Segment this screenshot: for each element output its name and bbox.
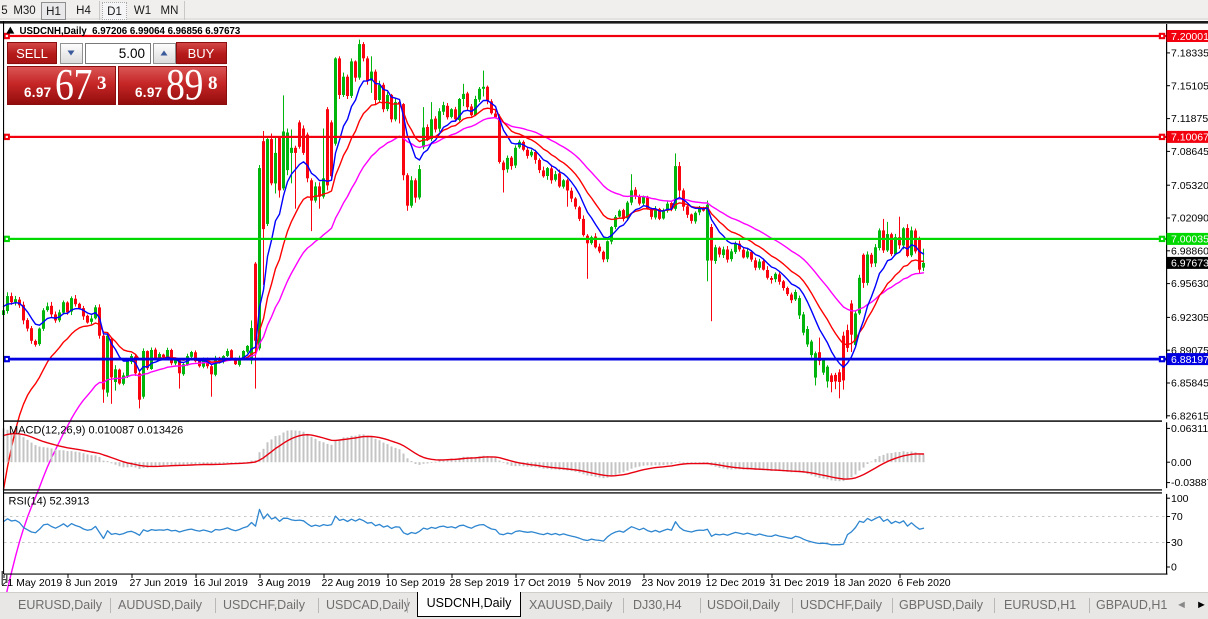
svg-text:17 Oct 2019: 17 Oct 2019 — [514, 577, 571, 589]
svg-text:6.97673: 6.97673 — [1171, 258, 1208, 270]
svg-text:18 Jan 2020: 18 Jan 2020 — [834, 577, 892, 589]
svg-text:6.88197: 6.88197 — [1171, 354, 1208, 366]
svg-text:8 Jun 2019: 8 Jun 2019 — [66, 577, 118, 589]
svg-text:MACD(12,26,9) 0.010087 0.01342: MACD(12,26,9) 0.010087 0.013426 — [9, 425, 183, 437]
svg-text:7.20001: 7.20001 — [1171, 31, 1208, 43]
svg-text:6.98860: 6.98860 — [1171, 245, 1208, 257]
svg-text:100: 100 — [1171, 493, 1189, 505]
svg-text:7.05320: 7.05320 — [1171, 180, 1208, 192]
svg-text:7.08645: 7.08645 — [1171, 146, 1208, 158]
svg-text:7.11875: 7.11875 — [1171, 113, 1208, 125]
svg-text:7.02090: 7.02090 — [1171, 213, 1208, 225]
svg-text:USDCNH,Daily 6.97206 6.99064: USDCNH,Daily 6.97206 6.99064 6.96856 6.9… — [20, 26, 241, 37]
svg-text:28 Sep 2019: 28 Sep 2019 — [450, 577, 510, 589]
svg-text:21 May 2019: 21 May 2019 — [2, 577, 63, 589]
svg-text:0: 0 — [1171, 562, 1177, 574]
svg-text:5 Nov 2019: 5 Nov 2019 — [578, 577, 632, 589]
svg-text:6.85845: 6.85845 — [1171, 378, 1208, 390]
svg-text:0.00: 0.00 — [1171, 457, 1192, 469]
svg-text:70: 70 — [1171, 511, 1183, 523]
svg-text:7.18335: 7.18335 — [1171, 48, 1208, 60]
svg-text:6.95630: 6.95630 — [1171, 278, 1208, 290]
svg-text:10 Sep 2019: 10 Sep 2019 — [386, 577, 446, 589]
svg-text:27 Jun 2019: 27 Jun 2019 — [130, 577, 188, 589]
svg-text:22 Aug 2019: 22 Aug 2019 — [322, 577, 381, 589]
svg-text:31 Dec 2019: 31 Dec 2019 — [770, 577, 830, 589]
svg-text:3 Aug 2019: 3 Aug 2019 — [258, 577, 311, 589]
svg-text:23 Nov 2019: 23 Nov 2019 — [642, 577, 702, 589]
svg-text:30: 30 — [1171, 537, 1183, 549]
svg-text:6.82615: 6.82615 — [1171, 410, 1208, 422]
svg-text:RSI(14) 52.3913: RSI(14) 52.3913 — [9, 496, 90, 508]
svg-text:6.92305: 6.92305 — [1171, 312, 1208, 324]
svg-text:0.063113: 0.063113 — [1171, 423, 1208, 435]
svg-text:7.00035: 7.00035 — [1171, 234, 1208, 246]
svg-text:6 Feb 2020: 6 Feb 2020 — [898, 577, 951, 589]
svg-text:7.10067: 7.10067 — [1171, 132, 1208, 144]
svg-text:16 Jul 2019: 16 Jul 2019 — [194, 577, 248, 589]
svg-text:12 Dec 2019: 12 Dec 2019 — [706, 577, 766, 589]
svg-text:-0.038872: -0.038872 — [1171, 477, 1208, 489]
svg-text:7.15105: 7.15105 — [1171, 80, 1208, 92]
